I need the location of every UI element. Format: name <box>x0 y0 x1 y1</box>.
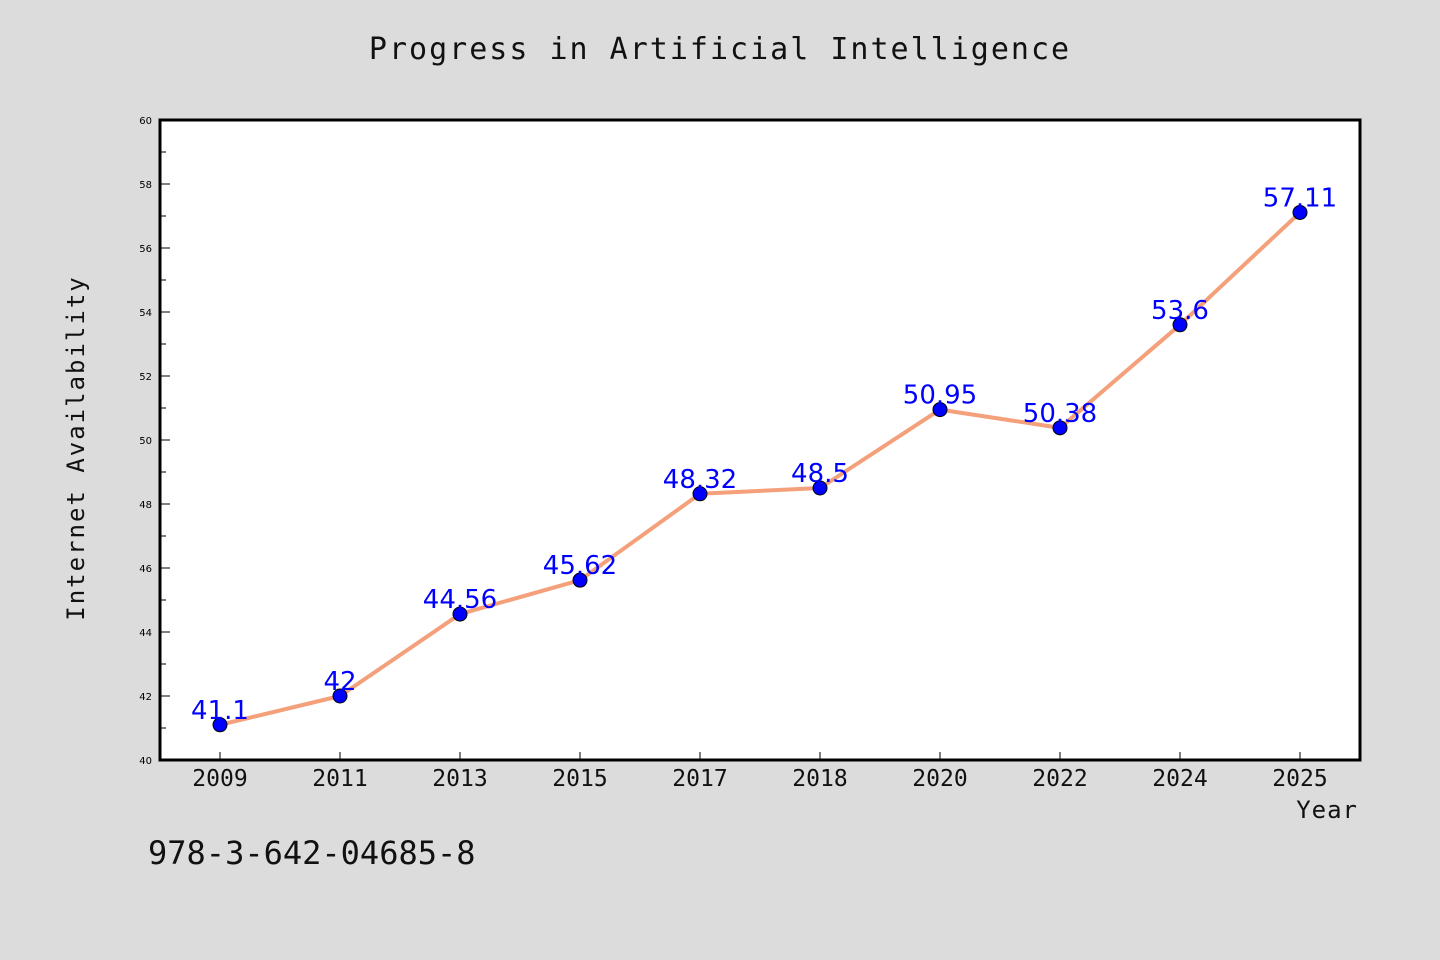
data-point <box>572 572 588 588</box>
x-tick-label: 2025 <box>1272 766 1327 792</box>
y-tick-label: 56 <box>139 244 152 255</box>
data-label: 48.32 <box>663 465 737 495</box>
data-point <box>812 480 828 496</box>
data-point <box>212 717 228 733</box>
y-tick-label: 60 <box>139 116 152 127</box>
data-label: 48.5 <box>791 459 849 489</box>
data-label: 41.1 <box>191 696 249 726</box>
data-point <box>932 402 948 418</box>
data-label: 42 <box>323 667 356 697</box>
y-tick-label: 58 <box>139 180 152 191</box>
x-tick-label: 2020 <box>912 766 967 792</box>
x-tick-label: 2015 <box>552 766 607 792</box>
data-point <box>1172 317 1188 333</box>
data-label: 45.62 <box>543 551 617 581</box>
data-label: 44.56 <box>423 585 497 615</box>
x-tick-label: 2017 <box>672 766 727 792</box>
data-point <box>1292 204 1308 220</box>
x-tick-label: 2011 <box>312 766 367 792</box>
chart-title: Progress in Artificial Intelligence <box>368 32 1072 67</box>
y-tick-label: 54 <box>139 308 152 319</box>
x-axis-label: Year <box>1296 796 1358 824</box>
y-tick-label: 44 <box>139 628 152 639</box>
data-point <box>332 688 348 704</box>
data-label: 53.6 <box>1151 296 1209 326</box>
x-tick-label: 2024 <box>1152 766 1207 792</box>
y-tick-label: 48 <box>139 500 152 511</box>
x-tick-label: 2013 <box>432 766 487 792</box>
series-line <box>218 210 1302 727</box>
plot-area <box>158 118 1362 762</box>
isbn-text: 978-3-642-04685-8 <box>148 834 476 872</box>
data-label: 57.11 <box>1263 183 1337 213</box>
x-tick-label: 2018 <box>792 766 847 792</box>
data-point <box>692 486 708 502</box>
y-tick-label: 42 <box>139 692 152 703</box>
y-tick-label: 52 <box>139 372 152 383</box>
data-point <box>452 606 468 622</box>
data-label: 50.95 <box>903 381 977 411</box>
data-point <box>1052 420 1068 436</box>
y-tick-label: 46 <box>139 564 152 575</box>
data-label: 50.38 <box>1023 399 1097 429</box>
x-tick-label: 2009 <box>192 766 247 792</box>
x-tick-label: 2022 <box>1032 766 1087 792</box>
y-tick-label: 50 <box>139 436 152 447</box>
y-tick-label: 40 <box>139 756 152 767</box>
